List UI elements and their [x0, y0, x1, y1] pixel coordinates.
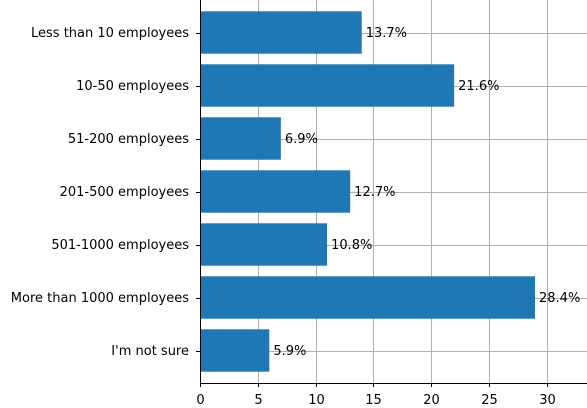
- bar: [200, 117, 281, 160]
- data-label: 10.8%: [331, 238, 372, 253]
- category-label: I'm not sure: [111, 344, 189, 359]
- data-label: 28.4%: [539, 291, 580, 306]
- data-label: 21.6%: [458, 79, 499, 94]
- bar: [200, 11, 362, 54]
- axes-layer: [196, 0, 587, 387]
- category-label: 10-50 employees: [76, 79, 189, 94]
- bars-layer: [200, 11, 536, 372]
- data-label: 6.9%: [285, 132, 318, 147]
- bar: [200, 223, 328, 266]
- bar: [200, 276, 536, 319]
- bar: [200, 170, 351, 213]
- data-label: 12.7%: [354, 185, 395, 200]
- category-label: 501-1000 employees: [51, 238, 189, 253]
- x-tick-label: 20: [423, 393, 440, 408]
- data-label: 13.7%: [366, 26, 407, 41]
- labels-layer: 13.7% Less than 10 employees 21.6% 10-50 em…: [11, 26, 581, 408]
- data-label: 5.9%: [273, 344, 306, 359]
- category-label: 201-500 employees: [60, 185, 190, 200]
- x-tick-label: 5: [254, 393, 262, 408]
- category-label: 51-200 employees: [68, 132, 189, 147]
- x-tick-label: 25: [481, 393, 498, 408]
- x-tick-label: 10: [308, 393, 325, 408]
- x-tick-label: 0: [196, 393, 204, 408]
- x-tick-label: 15: [365, 393, 382, 408]
- bar: [200, 329, 270, 372]
- x-tick-label: 30: [539, 393, 556, 408]
- category-label: Less than 10 employees: [31, 26, 189, 41]
- category-label: More than 1000 employees: [11, 291, 189, 306]
- bar: [200, 64, 455, 107]
